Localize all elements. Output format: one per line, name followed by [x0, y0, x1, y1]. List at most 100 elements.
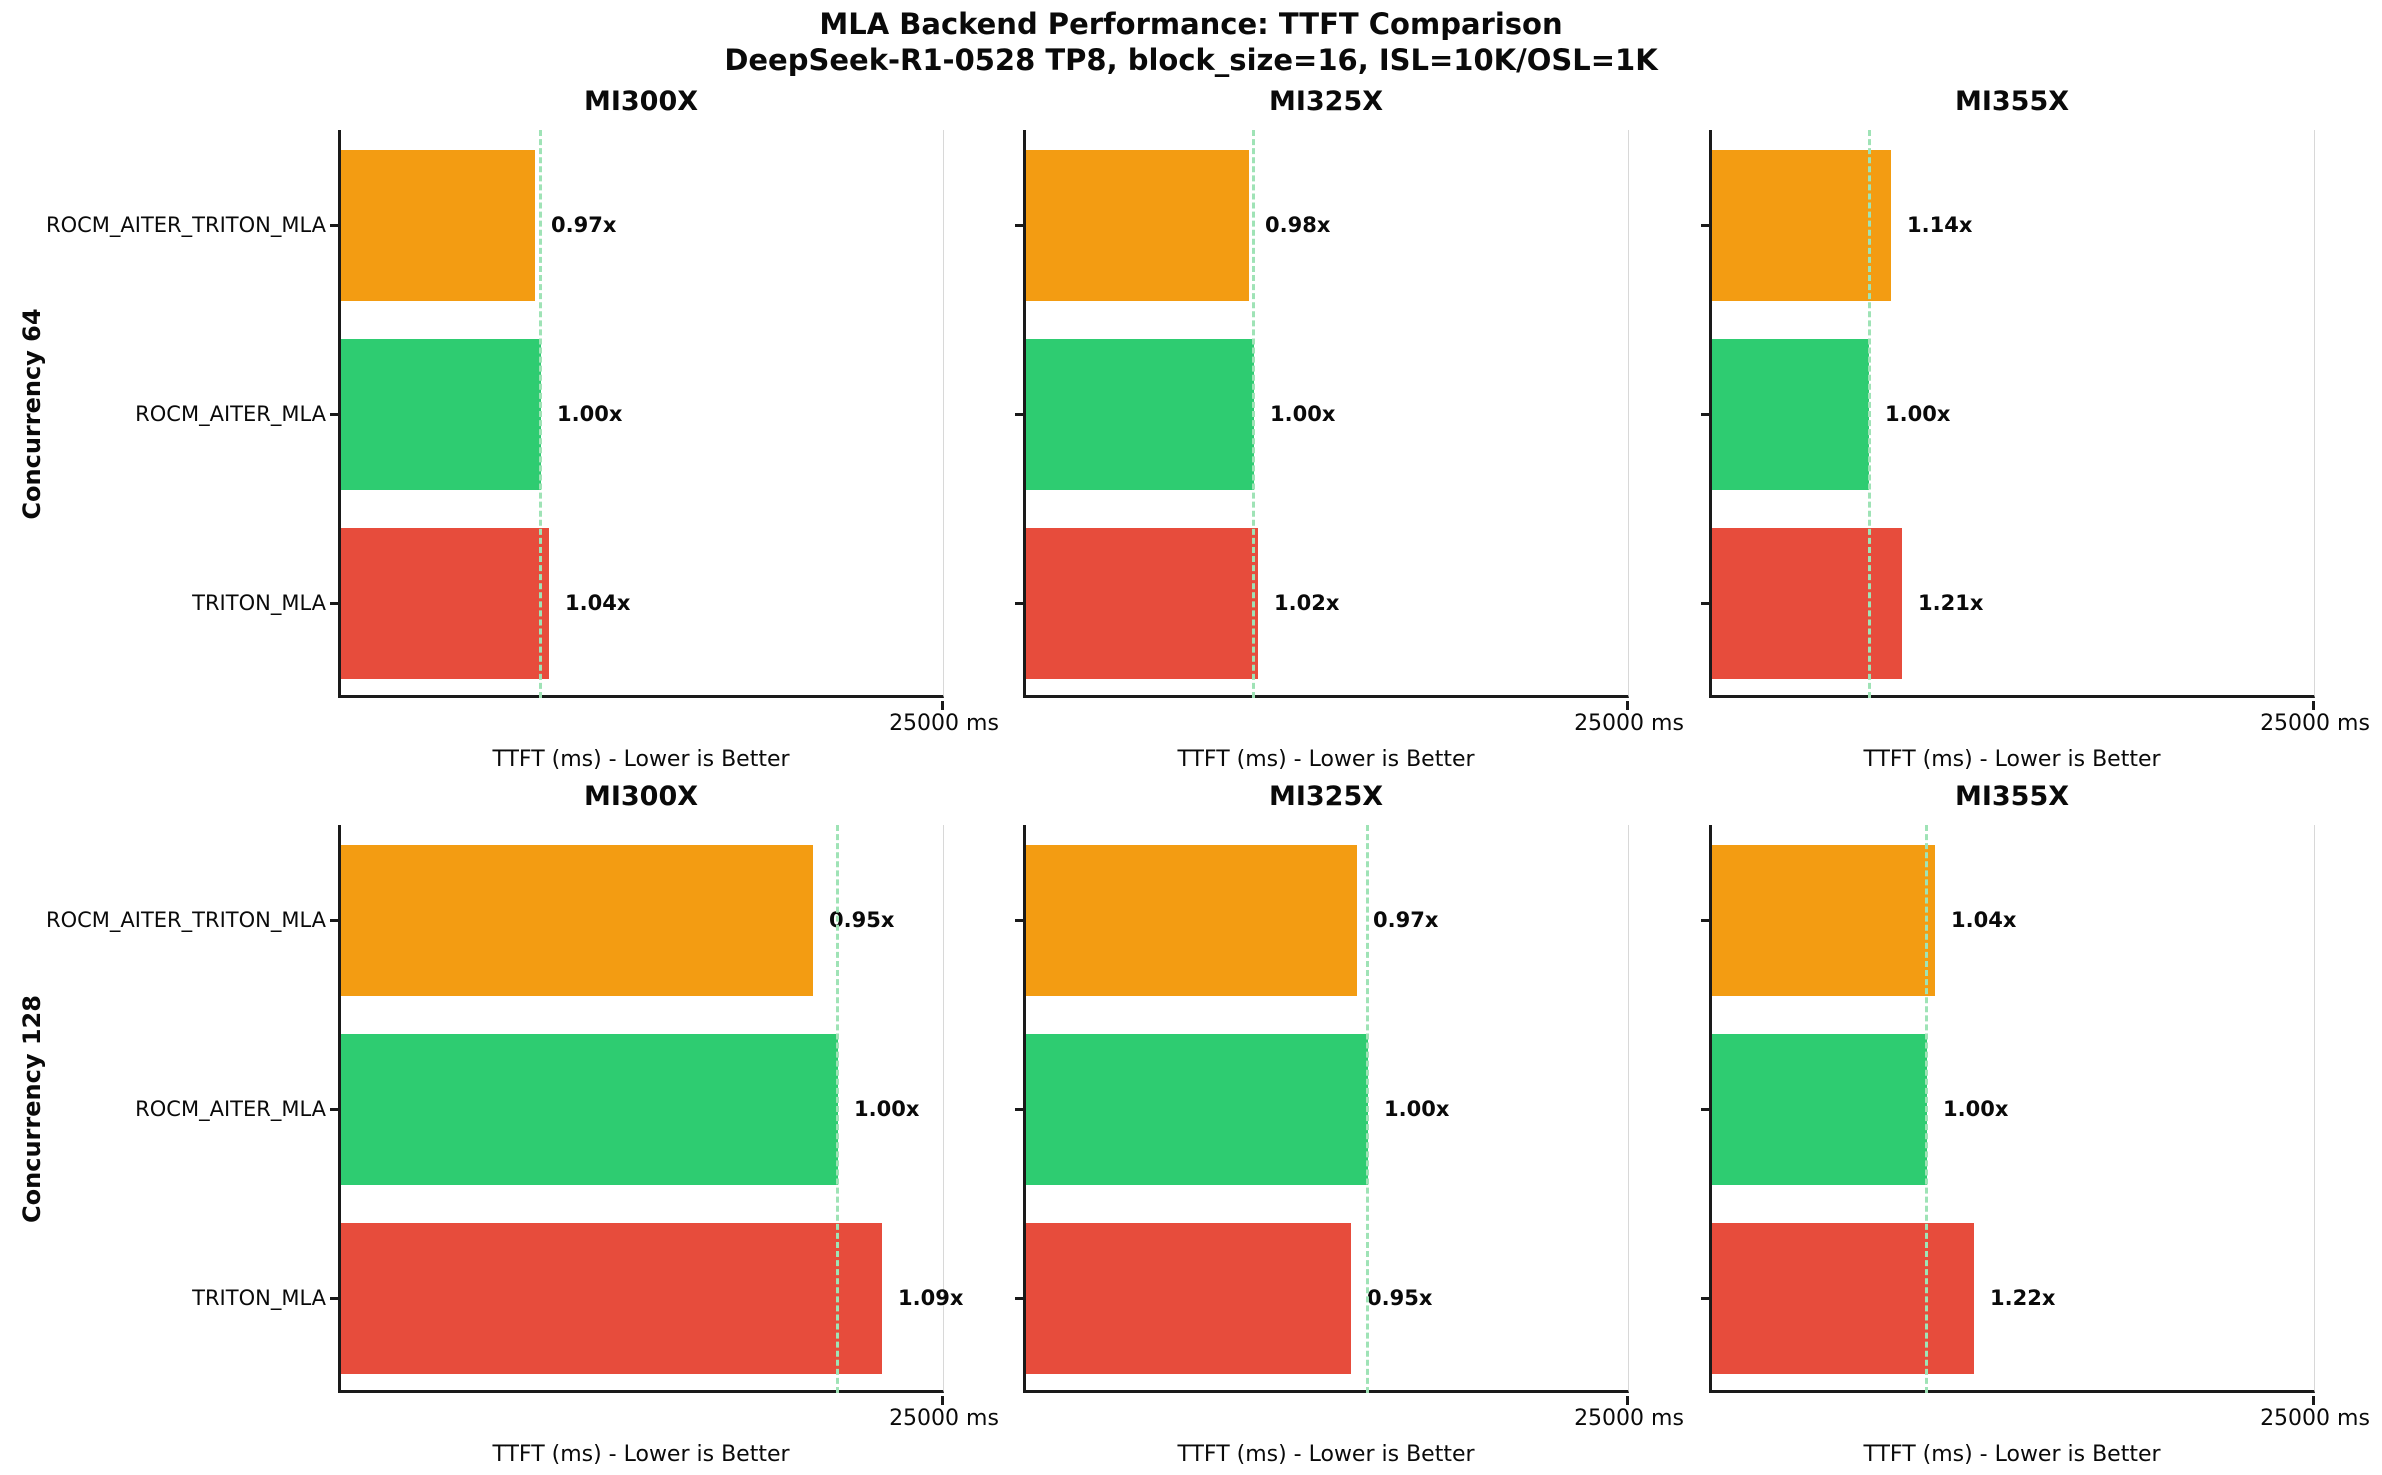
backend-tick-label: TRITON_MLA: [192, 1286, 326, 1310]
subplot-c128-mi325x: MI325X 0.97x 1.00x 0.95x 25000 ms TTFT (ms) -…: [1015, 781, 1684, 1467]
speedup-label: 1.22x: [1990, 1286, 2056, 1310]
y-tick-mark: [1701, 413, 1709, 416]
y-tick-mark: [330, 413, 338, 416]
x-tick-mark: [2312, 701, 2315, 710]
ttft-bar-rocm_aiter_triton_mla: [1712, 845, 1935, 996]
backend-tick-label: TRITON_MLA: [192, 591, 326, 615]
backend-tick-label: ROCM_AITER_TRITON_MLA: [46, 213, 326, 237]
speedup-label: 1.04x: [565, 591, 631, 615]
y-tick-mark: [330, 1297, 338, 1300]
speedup-label: 0.97x: [1373, 908, 1439, 932]
subplot-c64-mi325x: MI325X 0.98x 1.00x 1.02x 25000 ms TTFT (ms) -…: [1015, 86, 1684, 772]
x-tick-label: 25000 ms: [2260, 1406, 2370, 1431]
y-tick-mark: [1701, 1108, 1709, 1111]
ttft-bar-triton_mla: [1712, 1223, 1974, 1374]
subplot-c128-mi300x: MI300X 0.95x 1.00x 1.09x 25000 ms TTFT (ms) -…: [46, 781, 999, 1467]
subplot-title: MI325X: [1268, 781, 1384, 812]
x-tick-label: 25000 ms: [2260, 711, 2370, 736]
backend-tick-label: ROCM_AITER_MLA: [135, 1097, 326, 1121]
subplot-title: MI300X: [583, 86, 699, 117]
y-tick-mark: [1701, 919, 1709, 922]
ttft-bar-rocm_aiter_triton_mla: [341, 845, 813, 996]
x-tick-mark: [1626, 701, 1629, 710]
speedup-label: 1.00x: [557, 402, 623, 426]
ttft-bar-triton_mla: [341, 528, 549, 679]
x-tick-label: 25000 ms: [1574, 711, 1684, 736]
subplot-c128-mi355x: MI355X 1.04x 1.00x 1.22x 25000 ms TTFT (ms) -…: [1701, 781, 2370, 1467]
ttft-bar-rocm_aiter_mla: [1026, 339, 1254, 490]
y-tick-mark: [330, 224, 338, 227]
speedup-label: 0.95x: [829, 908, 895, 932]
subplot-title: MI325X: [1268, 86, 1384, 117]
subplot-title: MI355X: [1954, 86, 2070, 117]
baseline-reference-line: [1867, 130, 1871, 698]
baseline-reference-line: [1252, 130, 1256, 698]
speedup-label: 1.04x: [1951, 908, 2017, 932]
x-tick-mark: [1626, 1396, 1629, 1405]
y-tick-mark: [330, 919, 338, 922]
plot-area: 0.95x 1.00x 1.09x: [330, 825, 963, 1405]
x-axis-label: TTFT (ms) - Lower is Better: [1177, 747, 1475, 772]
chart-subtitle: DeepSeek-R1-0528 TP8, block_size=16, ISL…: [724, 43, 1658, 77]
backend-tick-label: ROCM_AITER_MLA: [135, 402, 326, 426]
ttft-bar-rocm_aiter_mla: [341, 1034, 838, 1185]
speedup-label: 1.00x: [1885, 402, 1951, 426]
x-tick-label: 25000 ms: [889, 1406, 999, 1431]
speedup-label: 1.02x: [1274, 591, 1340, 615]
speedup-label: 1.00x: [854, 1097, 920, 1121]
speedup-label: 1.14x: [1907, 213, 1973, 237]
plot-area: 0.97x 1.00x 1.04x: [330, 130, 944, 710]
speedup-label: 0.98x: [1265, 213, 1331, 237]
subplot-c64-mi300x: MI300X 0.97x 1.00x 1.04x 25000 ms TTFT (ms) -…: [46, 86, 999, 772]
ttft-bar-triton_mla: [341, 1223, 882, 1374]
subplot-title: MI355X: [1954, 781, 2070, 812]
x-axis-label: TTFT (ms) - Lower is Better: [1863, 1442, 2161, 1467]
chart-title: MLA Backend Performance: TTFT Comparison: [819, 7, 1563, 41]
y-tick-mark: [1701, 1297, 1709, 1300]
y-tick-mark: [1015, 1108, 1023, 1111]
x-axis-label: TTFT (ms) - Lower is Better: [1177, 1442, 1475, 1467]
y-tick-mark: [1701, 224, 1709, 227]
y-tick-mark: [1701, 602, 1709, 605]
ttft-bar-rocm_aiter_triton_mla: [1026, 845, 1357, 996]
x-axis-label: TTFT (ms) - Lower is Better: [492, 747, 790, 772]
subplot-title: MI300X: [583, 781, 699, 812]
speedup-label: 0.95x: [1367, 1286, 1433, 1310]
ttft-bar-rocm_aiter_mla: [1026, 1034, 1368, 1185]
x-tick-mark: [2312, 1396, 2315, 1405]
y-tick-mark: [1015, 1297, 1023, 1300]
speedup-label: 0.97x: [551, 213, 617, 237]
y-tick-mark: [1015, 413, 1023, 416]
ttft-bar-rocm_aiter_triton_mla: [1712, 150, 1891, 301]
y-tick-mark: [1015, 919, 1023, 922]
baseline-reference-line: [1366, 825, 1370, 1393]
x-tick-mark: [941, 701, 944, 710]
backend-tick-label: ROCM_AITER_TRITON_MLA: [46, 908, 326, 932]
plot-area: 1.14x 1.00x 1.21x: [1701, 130, 2315, 710]
speedup-label: 1.00x: [1943, 1097, 2009, 1121]
plot-area: 0.97x 1.00x 0.95x: [1015, 825, 1629, 1405]
speedup-label: 1.21x: [1918, 591, 1984, 615]
x-axis-label: TTFT (ms) - Lower is Better: [492, 1442, 790, 1467]
x-axis-label: TTFT (ms) - Lower is Better: [1863, 747, 2161, 772]
baseline-reference-line: [1925, 825, 1929, 1393]
baseline-reference-line: [539, 130, 543, 698]
ttft-bar-rocm_aiter_triton_mla: [341, 150, 535, 301]
subplot-c64-mi355x: MI355X 1.14x 1.00x 1.21x 25000 ms TTFT (ms) -…: [1701, 86, 2370, 772]
ttft-bar-triton_mla: [1712, 528, 1902, 679]
y-tick-mark: [1015, 224, 1023, 227]
y-tick-mark: [1015, 602, 1023, 605]
speedup-label: 1.00x: [1384, 1097, 1450, 1121]
ttft-bar-rocm_aiter_mla: [1712, 339, 1869, 490]
baseline-reference-line: [836, 825, 840, 1393]
plot-area: 0.98x 1.00x 1.02x: [1015, 130, 1629, 710]
ttft-bar-rocm_aiter_triton_mla: [1026, 150, 1249, 301]
ttft-bar-triton_mla: [1026, 1223, 1351, 1374]
x-tick-label: 25000 ms: [1574, 1406, 1684, 1431]
ttft-bar-rocm_aiter_mla: [1712, 1034, 1927, 1185]
speedup-label: 1.09x: [898, 1286, 964, 1310]
speedup-label: 1.00x: [1270, 402, 1336, 426]
x-tick-label: 25000 ms: [889, 711, 999, 736]
y-tick-mark: [330, 1108, 338, 1111]
x-tick-mark: [941, 1396, 944, 1405]
